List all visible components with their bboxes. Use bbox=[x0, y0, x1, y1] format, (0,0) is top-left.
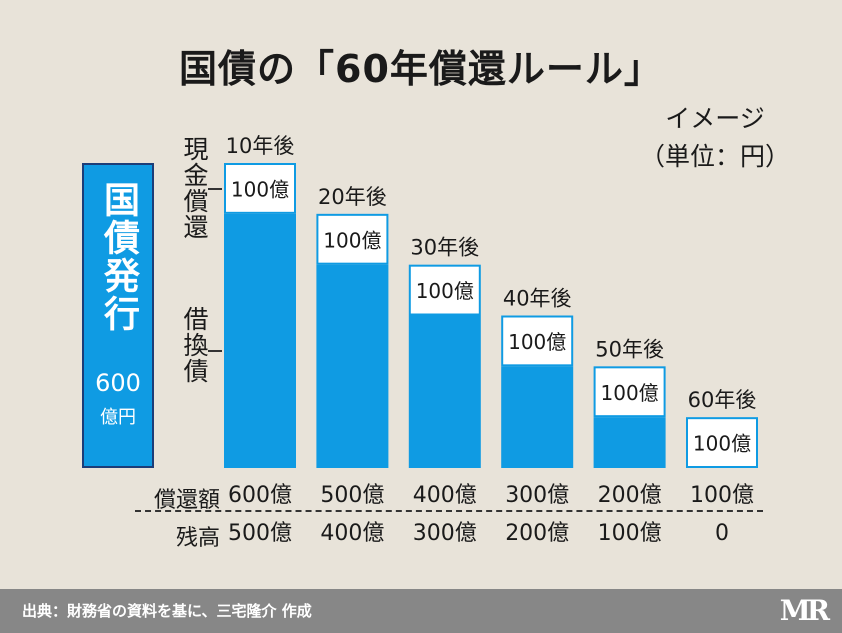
remaining-balance-5: 100億 bbox=[598, 521, 662, 546]
dotted-divider bbox=[135, 510, 763, 512]
bond-issue-amount: 600 bbox=[95, 369, 141, 397]
bond-issue-box: 国債発行 600 億円 bbox=[82, 163, 154, 468]
remaining-bar-1 bbox=[224, 213, 296, 468]
redemption-segment-5 bbox=[593, 366, 666, 418]
chart-subtitle: イメージ （単位：円） bbox=[640, 100, 790, 176]
category-label-5: 50年後 bbox=[595, 337, 664, 361]
redemption-segment-6 bbox=[686, 417, 758, 468]
category-label-2: 20年後 bbox=[318, 185, 387, 209]
remaining-balance-6: 0 bbox=[715, 521, 729, 546]
segment-label-6: 100億 bbox=[693, 432, 751, 456]
remaining-balance-1: 500億 bbox=[228, 521, 292, 546]
redemption-segment-4 bbox=[501, 315, 574, 367]
cash-redemption-label: 現金償還 bbox=[180, 136, 209, 240]
segment-label-4: 100億 bbox=[508, 330, 566, 354]
remaining-bar-3 bbox=[408, 315, 481, 468]
remaining-bar-5 bbox=[593, 417, 666, 468]
category-label-6: 60年後 bbox=[688, 388, 757, 412]
chart-title: 国債の「60年償還ルール」 bbox=[179, 47, 663, 91]
redemption-row-label: 償還額 bbox=[153, 488, 220, 513]
remaining-bar-2 bbox=[316, 264, 389, 468]
segment-label-5: 100億 bbox=[601, 381, 659, 405]
refinancing-bond-label: 借換債 bbox=[180, 306, 209, 384]
remaining-bar-4 bbox=[501, 366, 574, 468]
bond-issue-unit: 億円 bbox=[100, 407, 136, 428]
category-label-3: 30年後 bbox=[410, 236, 479, 260]
redemption-amount-2: 500億 bbox=[320, 483, 384, 508]
footer-bar: 出典：財務省の資料を基に、三宅隆介 作成 MR bbox=[0, 589, 842, 633]
redemption-segment-3 bbox=[408, 264, 481, 316]
brand-logo: MR bbox=[779, 594, 830, 627]
remaining-balance-4: 200億 bbox=[505, 521, 569, 546]
redemption-amount-6: 100億 bbox=[690, 483, 754, 508]
cash-redemption-tick bbox=[208, 188, 222, 190]
source-credit: 出典：財務省の資料を基に、三宅隆介 作成 bbox=[22, 602, 312, 620]
segment-label-3: 100億 bbox=[416, 279, 474, 303]
redemption-amount-1: 600億 bbox=[228, 483, 292, 508]
segment-label-1: 100億 bbox=[231, 177, 289, 201]
redemption-amount-4: 300億 bbox=[505, 483, 569, 508]
segment-label-2: 100億 bbox=[323, 228, 381, 252]
category-label-4: 40年後 bbox=[503, 287, 572, 311]
subtitle-image: イメージ bbox=[665, 104, 765, 133]
refinancing-bond-tick bbox=[208, 350, 222, 352]
bond-issue-label: 国債発行 bbox=[98, 181, 139, 333]
redemption-amount-5: 200億 bbox=[598, 483, 662, 508]
redemption-segment-1 bbox=[224, 163, 296, 214]
remaining-balance-3: 300億 bbox=[413, 521, 477, 546]
remaining-row-label: 残高 bbox=[175, 526, 220, 551]
redemption-segment-2 bbox=[316, 213, 389, 265]
remaining-balance-2: 400億 bbox=[320, 521, 384, 546]
subtitle-unit: （単位：円） bbox=[639, 142, 790, 171]
redemption-amount-3: 400億 bbox=[413, 483, 477, 508]
category-label-1: 10年後 bbox=[226, 134, 295, 158]
